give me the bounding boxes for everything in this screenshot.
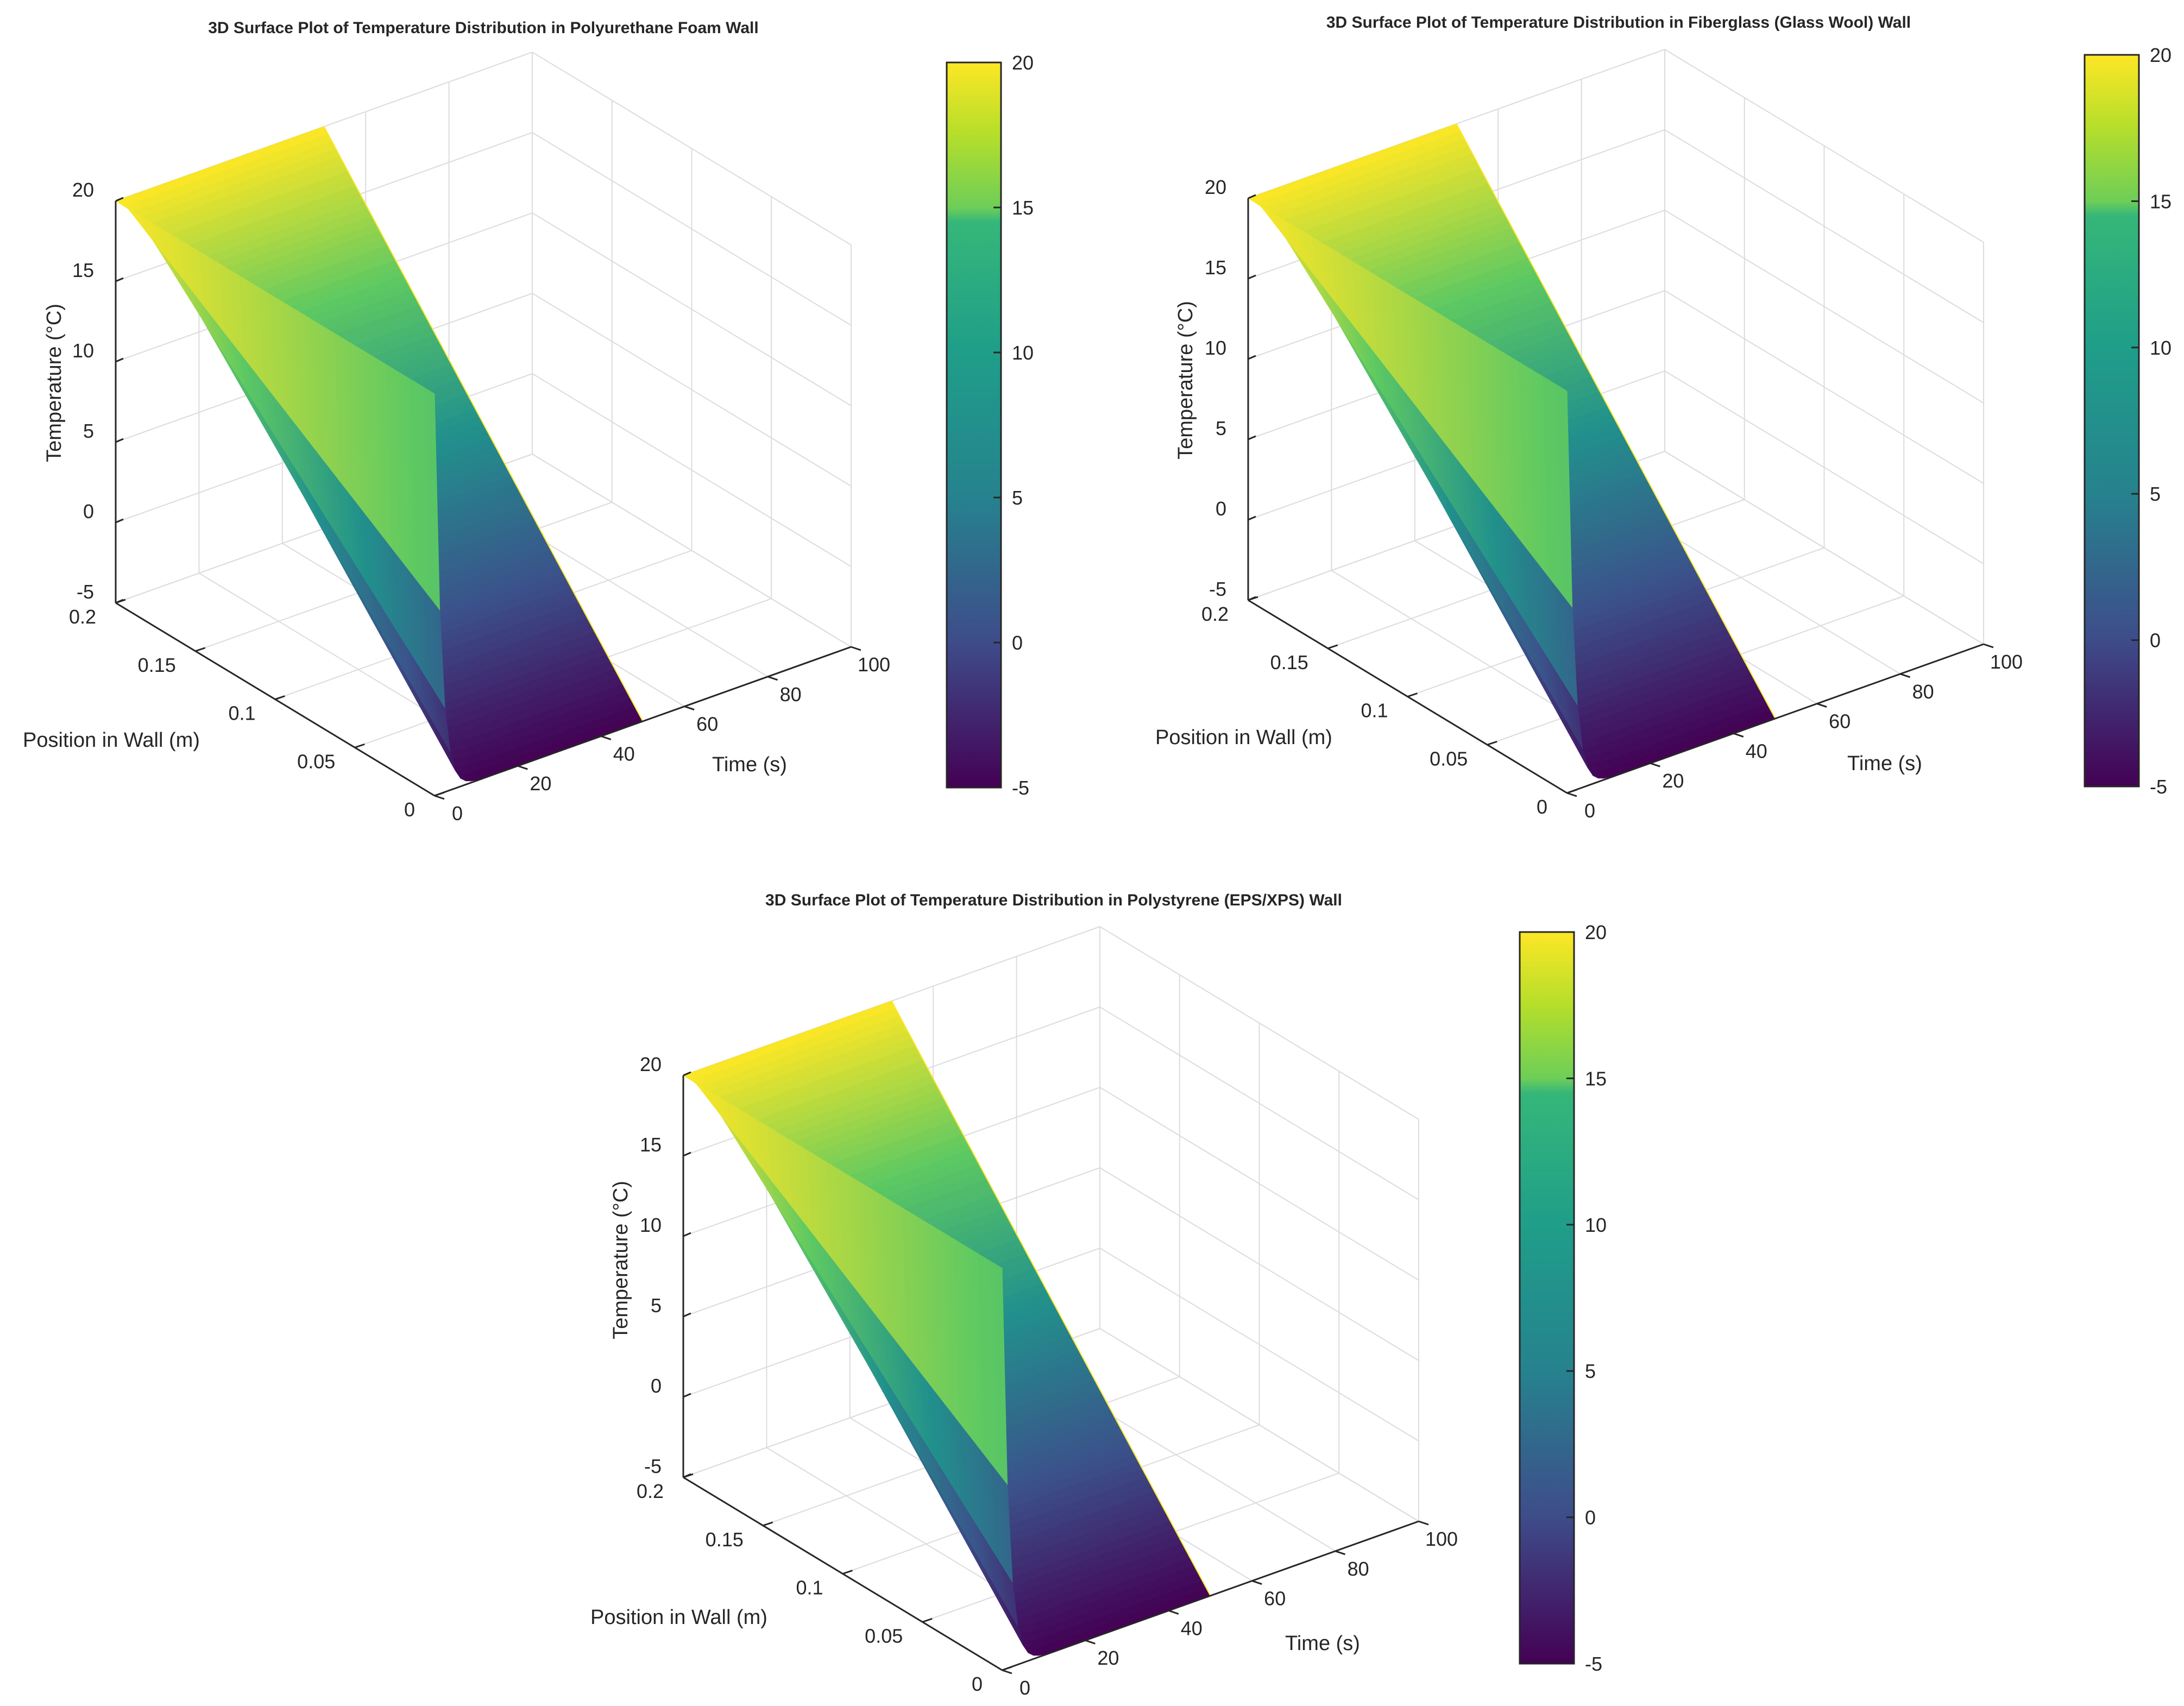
z-tick-label: 5 (83, 420, 94, 442)
surface-axes: 0 20 40 60 80 100 0 0.05 0.1 0.15 0.2 -5 0 5 10 15 20 (69, 51, 890, 824)
colorbar-gradient (946, 61, 1002, 789)
grid-line (115, 373, 852, 567)
z-tick-label: 0 (83, 500, 94, 522)
grid-line (115, 453, 852, 647)
y-tick (195, 647, 206, 652)
x-tick (434, 795, 445, 800)
z-tick-label: -5 (77, 581, 94, 603)
subplot-fiberglass: 3D Surface Plot of Temperature Distribut… (1155, 14, 2172, 822)
z-tick (115, 277, 124, 282)
colorbar-tick-label: 15 (1012, 197, 1034, 219)
subplot-polyurethane: 3D Surface Plot of Temperature Distribut… (23, 19, 1034, 824)
colorbar: -5 0 5 10 15 20 (946, 52, 1034, 799)
y-tick-label: 0 (404, 798, 415, 821)
y-tick-label: 0.05 (297, 750, 335, 772)
x-tick (601, 735, 612, 740)
z-tick-label: 15 (72, 259, 94, 281)
colorbar-tick-label: -5 (1012, 777, 1029, 799)
z-tick-label: 10 (72, 339, 94, 362)
x-tick (767, 676, 778, 681)
y-tick-label: 0.15 (138, 654, 176, 676)
z-tick (115, 518, 124, 524)
x-tick-label: 0 (452, 802, 463, 824)
x-tick (684, 706, 695, 711)
y-axis-label: Position in Wall (m) (23, 729, 200, 752)
colorbar-tick-label: 10 (1012, 342, 1034, 364)
colorbar-tick-label: 0 (1012, 632, 1023, 654)
x-tick-label: 60 (696, 713, 718, 735)
chart-title: 3D Surface Plot of Temperature Distribut… (208, 19, 758, 37)
colorbar-tick-label: 5 (1012, 487, 1023, 509)
z-tick (115, 438, 124, 443)
x-tick-label: 80 (780, 683, 802, 706)
x-tick (517, 765, 528, 770)
x-tick (851, 646, 861, 651)
x-tick-label: 100 (858, 653, 890, 676)
colorbar-tick-label: 20 (1012, 52, 1034, 74)
z-axis-label: Temperature (°C) (43, 304, 66, 462)
y-tick (354, 743, 365, 748)
y-tick-label: 0.2 (69, 606, 96, 628)
y-tick (275, 695, 285, 700)
z-tick (115, 357, 124, 363)
y-tick-label: 0.1 (228, 702, 255, 725)
x-tick-label: 20 (530, 772, 551, 795)
x-axis-label: Time (s) (712, 753, 787, 776)
x-tick-label: 40 (613, 742, 635, 765)
y-tick (434, 791, 445, 797)
chart-title: 3D Surface Plot of Temperature Distribut… (1326, 14, 1911, 32)
z-tick-label: 20 (72, 179, 94, 201)
